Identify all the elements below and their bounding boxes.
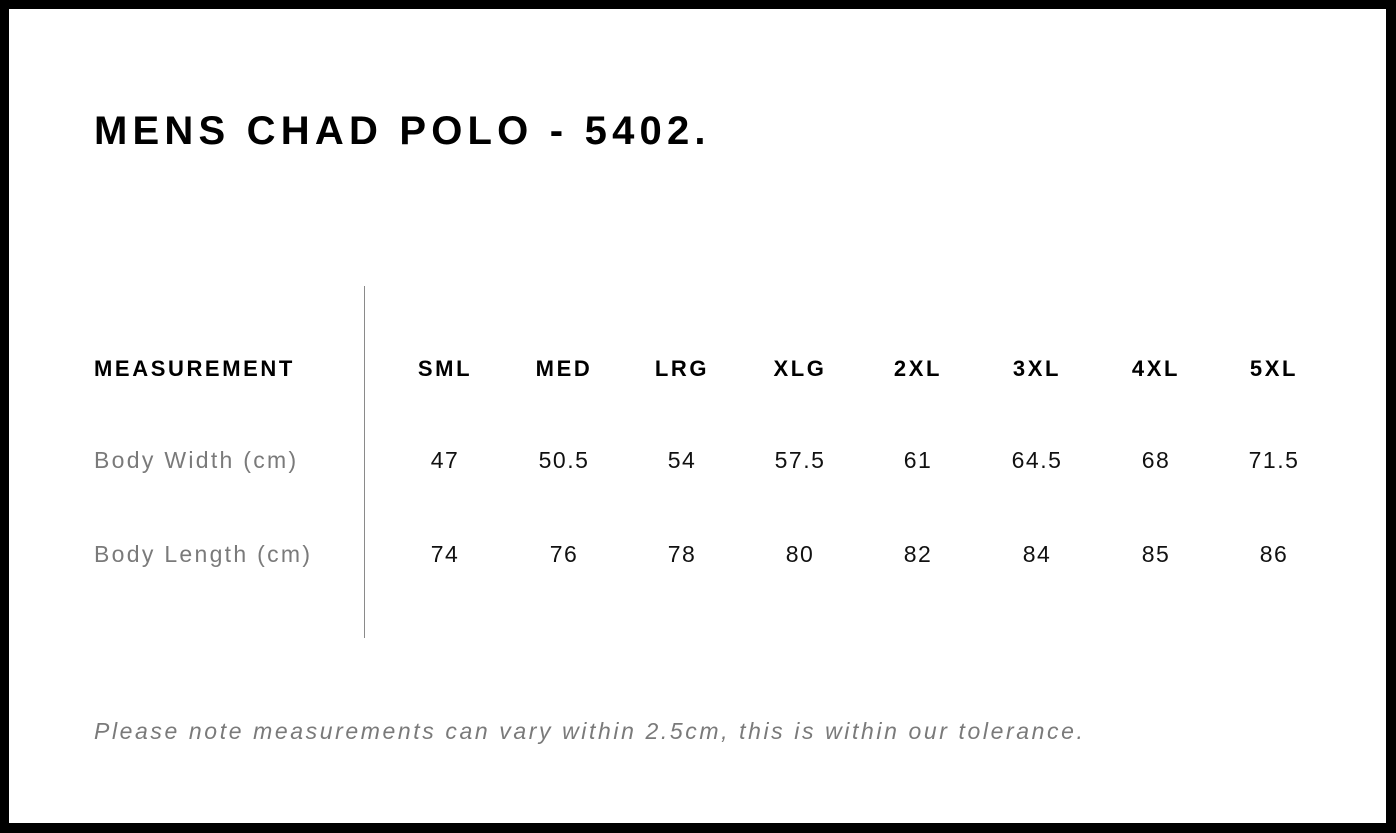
table-cell: 71.5 xyxy=(1248,447,1300,473)
table-cell: 68 xyxy=(1141,447,1171,473)
row-label: Body Width (cm) xyxy=(94,447,299,473)
table-cell: 61 xyxy=(903,447,933,473)
table-cell: 86 xyxy=(1259,541,1289,567)
table-cell: 80 xyxy=(785,541,815,567)
table-cell: 57.5 xyxy=(774,447,826,473)
size-header: XLG xyxy=(773,356,827,381)
table-cell: 76 xyxy=(549,541,579,567)
table-cell: 78 xyxy=(667,541,697,567)
size-header: SML xyxy=(417,356,473,381)
table-cell: 74 xyxy=(430,541,460,567)
measurement-header: MEASUREMENT xyxy=(94,356,295,381)
table-cell: 47 xyxy=(430,447,460,473)
table-cell: 64.5 xyxy=(1011,447,1063,473)
table-cell: 50.5 xyxy=(538,447,590,473)
table-cell: 85 xyxy=(1141,541,1171,567)
row-label: Body Length (cm) xyxy=(94,541,313,567)
size-chart-card: MENS CHAD POLO - 5402. MEASUREMENT Pleas… xyxy=(9,9,1386,823)
size-header: 3XL xyxy=(1012,356,1062,381)
size-header: LRG xyxy=(654,356,710,381)
size-header: 4XL xyxy=(1131,356,1181,381)
size-header: MED xyxy=(535,356,593,381)
table-cell: 82 xyxy=(903,541,933,567)
column-divider xyxy=(364,286,365,638)
table-cell: 54 xyxy=(667,447,697,473)
page-title: MENS CHAD POLO - 5402. xyxy=(94,109,711,153)
size-header: 2XL xyxy=(893,356,943,381)
table-cell: 84 xyxy=(1022,541,1052,567)
tolerance-note: Please note measurements can vary within… xyxy=(94,718,1086,744)
size-header: 5XL xyxy=(1249,356,1299,381)
